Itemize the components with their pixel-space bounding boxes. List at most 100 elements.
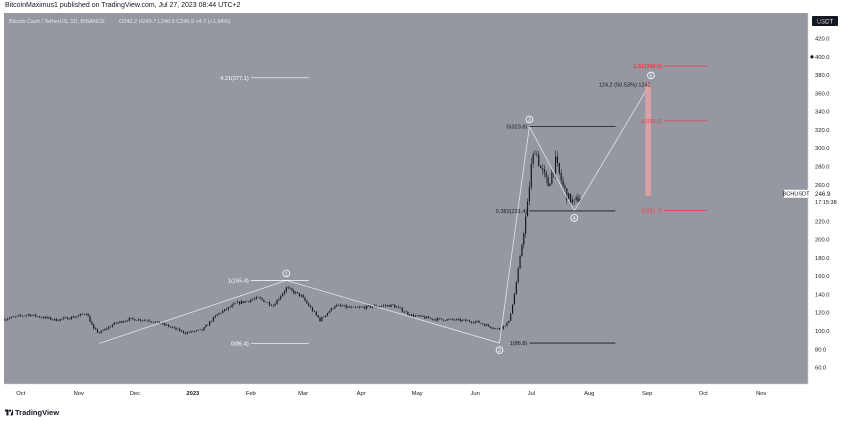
candle-body <box>61 318 63 320</box>
candle-body <box>440 318 443 320</box>
candle-body <box>418 315 420 317</box>
candle-body <box>511 304 514 314</box>
y-tick-label: 280.0 <box>815 165 830 171</box>
candle-body <box>9 317 11 319</box>
candle-body <box>470 321 473 323</box>
y-tick-label: 420.0 <box>815 37 830 43</box>
chart-frame[interactable]: Bitcoin Cash / TetherUS, 1D, BINANCE O242… <box>3 13 846 404</box>
candle-body <box>351 306 353 308</box>
candle-body <box>42 317 44 319</box>
candle-body <box>554 156 557 174</box>
candle-body <box>124 320 127 322</box>
candle-body <box>119 321 121 323</box>
candle-body <box>171 326 173 328</box>
currency-badge <box>812 16 838 26</box>
candle-body <box>504 325 506 327</box>
top-bar: BitcoinMaximus1 published on TradingView… <box>0 0 850 13</box>
candle-body <box>169 326 172 328</box>
wave-label: 2 <box>495 346 504 354</box>
candle-body <box>160 323 162 325</box>
candle-body <box>164 323 166 326</box>
candle-body <box>332 308 334 309</box>
candle-body <box>358 307 360 308</box>
fib-level: 1(155.4) <box>228 278 309 284</box>
y-tick-label: 200.0 <box>815 238 830 244</box>
candle-body <box>68 319 71 320</box>
candle-body <box>384 305 387 307</box>
candle-body <box>336 304 338 307</box>
candle-body <box>80 313 82 316</box>
candle-body <box>476 320 478 322</box>
candle-body <box>388 305 390 307</box>
fib-level: 0(231.7) <box>641 209 708 215</box>
currency-label: USDT <box>817 20 834 26</box>
candle-body <box>472 322 474 324</box>
candle-body <box>427 316 430 319</box>
y-tick-label: 220.0 <box>815 219 830 225</box>
legend-symbol: Bitcoin Cash / TetherUS, 1D, BINANCE <box>9 19 105 25</box>
candle-body <box>319 317 321 322</box>
candle-body <box>302 295 304 298</box>
y-tick-label: 60.0 <box>815 366 826 372</box>
wave-label-number: 1 <box>285 271 288 277</box>
candle-body <box>343 305 345 307</box>
candle-body <box>37 316 39 317</box>
x-tick-label: Apr <box>357 391 366 397</box>
candle-body <box>326 313 329 316</box>
fib-level-label: 0(86.4) <box>231 341 249 347</box>
candle-body <box>463 319 465 321</box>
price-badge-value: 246.9 <box>815 191 831 198</box>
fib-level-label: 0(231.7) <box>641 209 662 215</box>
fib-level: 0(323.8) <box>507 124 616 130</box>
candle-body <box>81 313 84 315</box>
candle-body <box>276 300 278 305</box>
tradingview-logo-icon <box>5 409 13 416</box>
candle-body <box>235 302 237 304</box>
candle-body <box>283 291 286 294</box>
price-badge-countdown: 17:15:38 <box>815 200 837 206</box>
candle-body <box>353 306 355 308</box>
fib-level-label: 0(323.8) <box>507 124 528 130</box>
candle-body <box>40 317 42 318</box>
x-tick-label: Oct <box>699 391 708 397</box>
candle-body <box>175 327 177 330</box>
wave-label-circle <box>570 214 579 222</box>
candle-body <box>104 328 106 331</box>
candle-body <box>513 294 516 305</box>
candle-body <box>250 300 252 302</box>
candle-body <box>461 319 463 322</box>
candle-body <box>526 201 529 217</box>
candle-body <box>452 318 454 320</box>
candle-body <box>29 314 31 317</box>
candle-body <box>259 297 261 299</box>
candle-body <box>345 305 347 308</box>
candle-body <box>224 309 226 311</box>
price-chart[interactable]: Bitcoin Cash / TetherUS, 1D, BINANCE O242… <box>3 13 846 404</box>
candle-body <box>560 172 562 181</box>
candle-body <box>154 321 157 323</box>
candle-body <box>300 295 302 297</box>
candle-body <box>108 326 110 329</box>
candle-body <box>523 233 525 245</box>
candle-body <box>158 321 160 324</box>
fib-level-label: 1(330.0) <box>641 119 662 125</box>
candle-body <box>422 315 424 317</box>
symbol-badge-label: BCHUSDT <box>782 192 810 198</box>
candle-body <box>394 304 396 308</box>
candle-body <box>70 316 72 320</box>
candle-body <box>78 315 80 317</box>
candle-body <box>192 331 194 332</box>
wave-label-number: 2 <box>498 348 501 354</box>
candle-body <box>347 306 349 308</box>
candle-body <box>210 321 213 322</box>
candle-body <box>362 306 364 308</box>
candle-body <box>65 317 67 318</box>
currency-selector[interactable]: USDT <box>812 16 838 26</box>
candle-body <box>311 307 314 312</box>
candle-body <box>450 318 452 320</box>
candle-body <box>467 320 469 322</box>
candle-body <box>255 297 258 299</box>
candle-body <box>132 318 134 320</box>
candle-body <box>412 314 415 317</box>
candle-body <box>48 317 50 319</box>
